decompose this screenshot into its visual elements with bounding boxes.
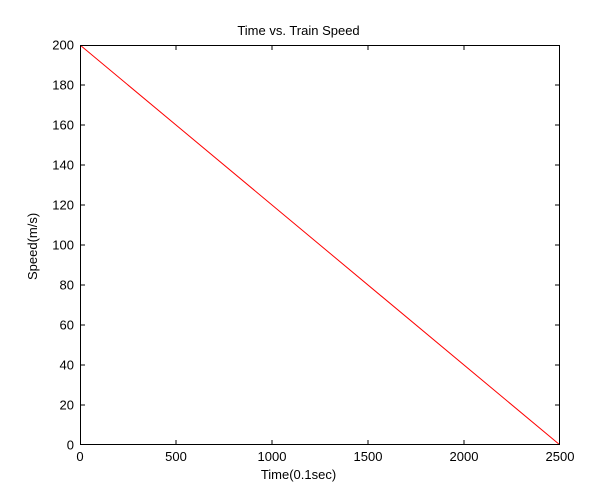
y-tick-label: 120 <box>52 198 74 213</box>
plot-area <box>80 45 560 445</box>
y-tick-label: 80 <box>60 278 74 293</box>
plot-svg <box>80 45 560 445</box>
y-tick-label: 160 <box>52 118 74 133</box>
y-tick-label: 0 <box>67 438 74 453</box>
y-tick-label: 200 <box>52 38 74 53</box>
x-tick-label: 1000 <box>258 449 287 464</box>
y-axis-label: Speed(m/s) <box>25 213 40 280</box>
y-tick-label: 20 <box>60 398 74 413</box>
x-tick-label: 500 <box>165 449 187 464</box>
x-tick-label: 0 <box>76 449 83 464</box>
x-tick-label: 2500 <box>546 449 575 464</box>
y-tick-label: 140 <box>52 158 74 173</box>
y-tick-label: 100 <box>52 238 74 253</box>
x-tick-label: 1500 <box>354 449 383 464</box>
y-tick-label: 40 <box>60 358 74 373</box>
chart-title: Time vs. Train Speed <box>0 23 597 38</box>
figure: Time vs. Train Speed Speed(m/s) Time(0.1… <box>0 0 597 503</box>
x-axis-label: Time(0.1sec) <box>0 467 597 482</box>
y-tick-label: 180 <box>52 78 74 93</box>
x-tick-label: 2000 <box>450 449 479 464</box>
y-tick-label: 60 <box>60 318 74 333</box>
